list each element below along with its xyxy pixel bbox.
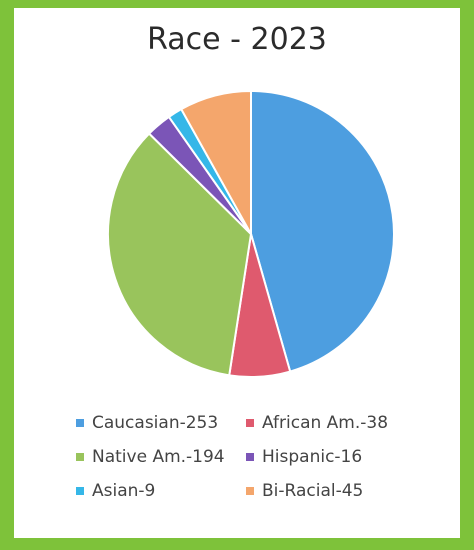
legend-swatch <box>76 419 84 427</box>
pie-slice-caucasian <box>250 89 396 373</box>
legend-item: Caucasian-253 <box>76 413 246 433</box>
legend-swatch <box>76 453 84 461</box>
legend-label: Native Am.-194 <box>92 447 225 467</box>
chart-legend: Caucasian-253 African Am.-38 Native Am.-19… <box>76 413 446 501</box>
legend-swatch <box>246 453 254 461</box>
legend-swatch <box>76 487 84 495</box>
legend-item: Bi-Racial-45 <box>246 481 436 501</box>
pie-slice-native-am <box>107 132 253 377</box>
pie-chart <box>107 89 396 378</box>
legend-label: African Am.-38 <box>262 413 389 433</box>
legend-swatch <box>246 419 254 427</box>
legend-label: Asian-9 <box>92 481 156 501</box>
legend-item: African Am.-38 <box>246 413 436 433</box>
legend-item: Asian-9 <box>76 481 246 501</box>
chart-container: Race - 2023 Caucasian-253 African Am.-38 N… <box>14 8 460 538</box>
legend-label: Caucasian-253 <box>92 413 219 433</box>
legend-item: Hispanic-16 <box>246 447 436 467</box>
pie-slice-bi-racial <box>179 89 252 238</box>
chart-title: Race - 2023 <box>147 22 327 57</box>
legend-item: Native Am.-194 <box>76 447 246 467</box>
legend-swatch <box>246 487 254 495</box>
legend-label: Bi-Racial-45 <box>262 481 364 501</box>
legend-label: Hispanic-16 <box>262 447 363 467</box>
